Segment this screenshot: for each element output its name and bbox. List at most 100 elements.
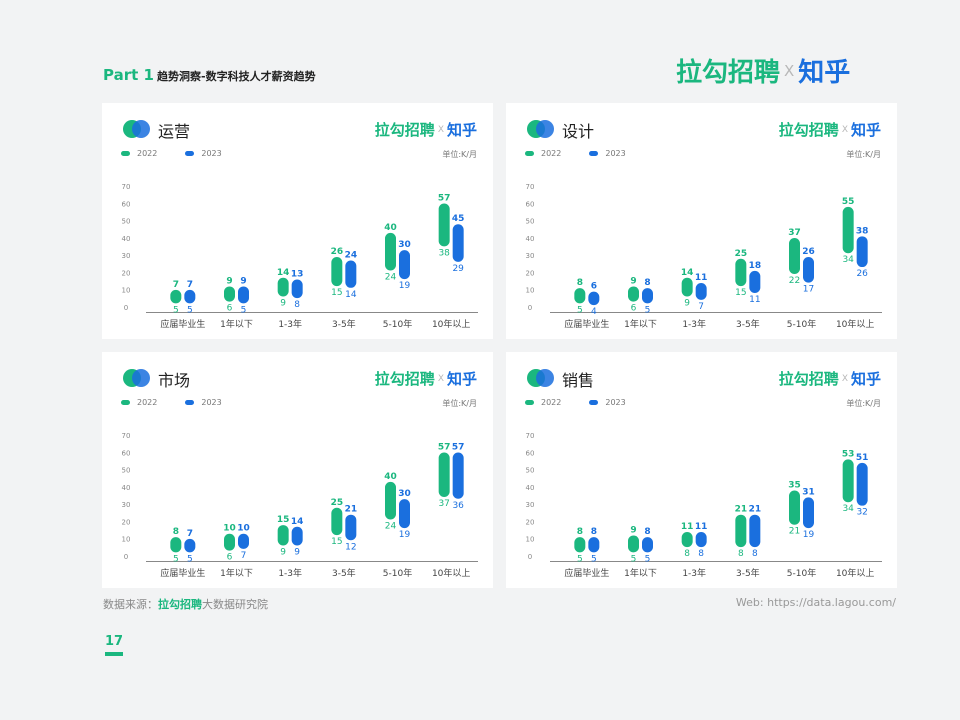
x-tick-label: 5-10年 [383,567,412,579]
x-tick-label: 10年以上 [432,318,470,330]
legend: 2022 2023 [121,149,250,158]
high-value-label: 15 [277,515,290,525]
x-tick-label: 10年以上 [432,567,470,579]
range-bar-2023 [749,270,761,293]
low-value-label: 38 [438,248,450,258]
low-value-label: 15 [331,537,342,547]
low-value-label: 19 [803,530,815,540]
range-bar-2023 [184,289,196,304]
legend-label: 2022 [137,398,158,407]
card-logo: 拉勾招聘 X 知乎 [779,119,881,140]
y-tick-label: 70 [526,183,535,191]
y-tick-label: 60 [122,449,131,457]
card-logo: 拉勾招聘 X 知乎 [375,368,477,389]
x-tick-label: 1-3年 [682,318,706,330]
high-value-label: 26 [802,247,815,257]
legend: 2022 2023 [525,398,654,407]
x-tick-label: 1-3年 [278,318,302,330]
high-value-label: 38 [856,226,869,236]
range-bar-2023 [695,282,707,300]
range-bar-2023 [856,462,868,506]
high-value-label: 55 [842,197,855,207]
low-value-label: 37 [438,499,449,509]
y-tick-label: 40 [526,235,535,243]
low-value-label: 5 [187,305,193,315]
high-value-label: 9 [630,525,636,535]
high-value-label: 7 [187,280,193,290]
high-value-label: 7 [187,529,193,539]
y-tick-label: 40 [526,484,535,492]
low-value-label: 5 [577,554,583,564]
range-bar-2023 [345,260,357,288]
range-bar-2022 [277,277,289,297]
range-bar-2022 [628,535,639,553]
low-value-label: 6 [227,553,233,563]
y-tick-label: 60 [122,200,131,208]
legend: 2022 2023 [525,149,654,158]
range-bar-2022 [842,459,854,503]
y-tick-label: 40 [122,235,131,243]
legend-label: 2022 [541,398,562,407]
legend-swatch-blue [185,151,195,156]
low-value-label: 8 [752,549,758,559]
low-value-label: 5 [241,305,247,315]
range-bar-2023 [238,533,249,549]
range-bar-2023 [803,257,814,283]
low-value-label: 21 [789,527,800,537]
low-value-label: 17 [803,285,814,295]
high-value-label: 11 [695,522,708,532]
legend-item-2022: 2022 [121,149,157,158]
legend-swatch-green [525,400,534,405]
low-value-label: 7 [241,551,247,561]
y-tick-label: 10 [122,287,131,295]
range-bar-2023 [345,514,357,541]
y-tick-label: 20 [122,518,131,526]
high-value-label: 14 [277,268,290,278]
logo-separator: X [437,373,444,384]
y-tick-label: 30 [526,252,535,260]
legend-swatch-green [121,151,130,156]
y-tick-label: 30 [122,501,131,509]
low-value-label: 36 [452,501,464,511]
card-logo: 拉勾招聘 X 知乎 [375,119,477,140]
range-bar-2023 [588,291,600,306]
high-value-label: 30 [398,489,411,499]
low-value-label: 5 [631,554,637,564]
zhihu-logo-text: 知乎 [850,121,881,139]
low-value-label: 5 [645,305,651,315]
website-url[interactable]: Web: https://data.lagou.com/ [735,596,896,609]
low-value-label: 7 [698,302,704,312]
range-bar-2022 [628,286,639,302]
low-value-label: 8 [698,549,704,559]
y-tick-label: 60 [526,449,535,457]
high-value-label: 40 [384,472,397,482]
range-bar-2023 [291,526,303,546]
range-bar-2022 [277,525,289,546]
high-value-label: 8 [591,527,597,537]
low-value-label: 24 [385,522,397,532]
high-value-label: 21 [735,505,748,515]
x-tick-label: 应届毕业生 [564,567,609,579]
range-bar-2023 [803,497,814,529]
high-value-label: 7 [173,280,179,290]
chart-card-sales: 销售 拉勾招聘 X 知乎 2022 2023 单位:K/月 0 10 20 30 40 5… [506,352,897,588]
low-value-label: 29 [452,264,464,274]
range-bar-2023 [856,236,868,268]
low-value-label: 5 [591,554,597,564]
range-chart: 010203040506070应届毕业生85751年以下1061071-3年15… [122,432,478,579]
legend-label: 2023 [201,398,222,407]
y-tick-label: 30 [122,252,131,260]
zhihu-logo-text: 知乎 [850,370,881,388]
unit-label: 单位:K/月 [846,150,881,159]
y-tick-label: 30 [526,501,535,509]
range-chart: 0 10 20 30 40 50 60 70 应届毕业生 8 5 8 5 1年以下 9 5 8 5 1-3年 11 8 1… [526,432,882,579]
range-bar-2023 [399,499,410,529]
y-tick-label: 0 [124,304,128,312]
data-source: 数据来源：拉勾招聘大数据研究院 [103,596,268,612]
x-tick-label: 应届毕业生 [160,318,205,330]
range-bar-2023 [184,538,196,553]
x-tick-label: 1年以下 [624,567,657,579]
high-value-label: 53 [842,449,855,459]
legend-swatch-green [121,400,130,405]
low-value-label: 26 [856,269,868,279]
